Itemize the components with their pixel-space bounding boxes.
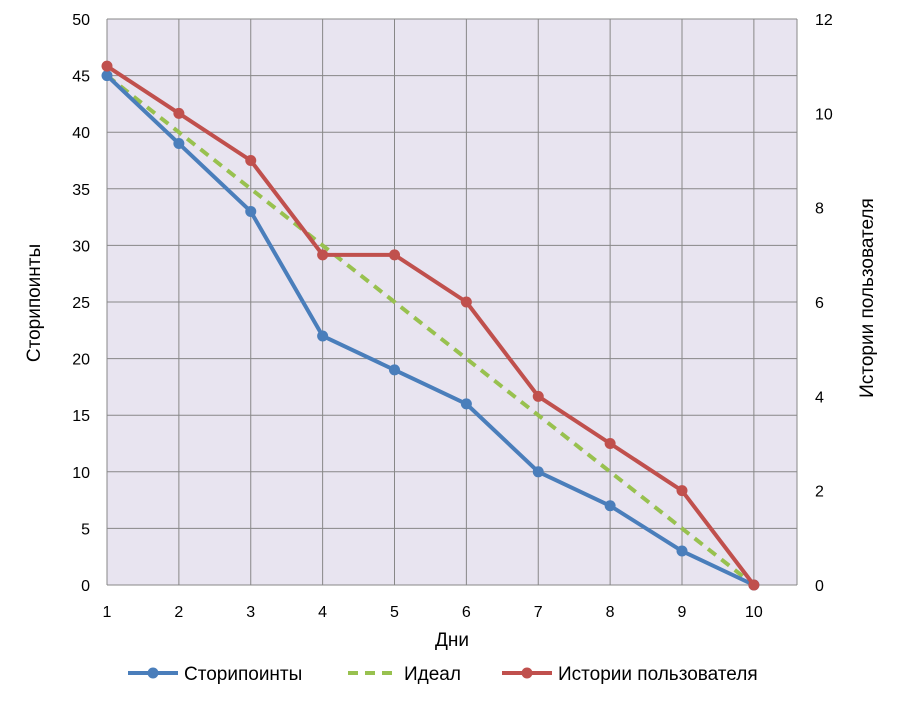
y2-tick-label: 2 [815,484,824,501]
x-tick-label: 6 [462,604,471,621]
y2-tick-label: 4 [815,389,824,406]
data-point [389,364,400,376]
legend-marker [521,667,533,679]
y2-tick-label: 6 [815,295,824,312]
y-tick-label: 45 [72,69,90,86]
left-axis-ticks: 0 5 10 15 20 25 30 35 40 45 50 [72,12,90,595]
x-tick-label: 2 [174,604,183,621]
data-point [532,390,544,402]
data-point [532,466,544,478]
legend-label: Идеал [404,664,461,685]
y2-axis-title: Истории пользователя [857,198,878,398]
data-point [604,438,616,449]
data-point [460,296,472,308]
x-tick-label: 10 [745,604,763,621]
data-point [317,330,329,342]
series-line [105,64,756,587]
series-line [105,74,756,587]
legend-label: Истории пользователя [558,664,758,685]
y-tick-label: 25 [72,295,90,312]
legend-label: Сторипоинты [184,664,302,685]
x-tick-label: 3 [246,604,255,621]
y2-tick-label: 8 [815,201,824,218]
x-axis-title: Дни [435,630,469,651]
x-tick-label: 8 [606,604,615,621]
data-point [173,107,185,119]
y-tick-label: 30 [72,238,90,255]
data-point [748,579,760,591]
series-lines [101,60,760,591]
y-axis-title: Сторипоинты [24,244,45,362]
legend: Сторипоинты Идеал Истории пользователя [128,664,758,685]
y-tick-label: 10 [72,465,90,482]
x-tick-label: 9 [678,604,687,621]
y2-tick-label: 0 [815,578,824,595]
y-tick-label: 50 [72,12,90,29]
data-point [101,70,113,82]
y-tick-label: 40 [72,125,90,142]
y-tick-label: 35 [72,182,90,199]
data-point [460,398,472,410]
right-axis-ticks: 0 2 4 6 8 10 12 [815,12,833,595]
legend-marker [147,667,159,679]
x-tick-label: 4 [318,604,327,621]
data-point [245,205,257,217]
series-line [105,73,756,587]
y-tick-label: 5 [81,521,90,538]
x-axis-ticks: 1 2 3 4 5 6 7 8 9 10 [103,604,763,621]
data-point [173,138,185,150]
data-point [604,500,616,512]
y-tick-label: 20 [72,352,90,369]
data-point [317,249,329,261]
data-point [676,545,688,557]
y-tick-label: 0 [81,578,90,595]
x-tick-label: 5 [390,604,399,621]
data-point [389,249,400,261]
data-point [676,485,688,497]
x-tick-label: 1 [103,604,112,621]
x-tick-label: 7 [534,604,543,621]
y2-tick-label: 10 [815,106,833,123]
y-tick-label: 15 [72,408,90,425]
data-point [245,155,257,166]
data-point [101,60,113,72]
y2-tick-label: 12 [815,12,833,29]
